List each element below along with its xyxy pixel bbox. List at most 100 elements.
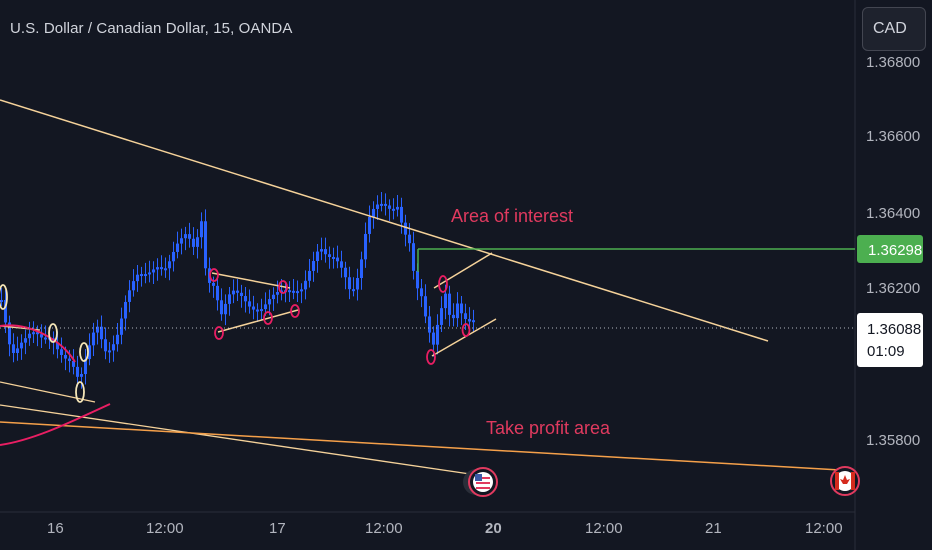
- swing-marker-light[interactable]: [75, 381, 85, 403]
- candle: [108, 350, 111, 353]
- swing-marker-light[interactable]: [0, 284, 8, 310]
- curve-arrow-upper[interactable]: [0, 324, 76, 363]
- level-price-label: 1.36298: [857, 235, 923, 263]
- candle: [412, 243, 415, 271]
- candle: [324, 249, 327, 255]
- candle: [192, 238, 195, 247]
- take-profit-line[interactable]: [0, 421, 841, 471]
- candle: [204, 221, 207, 269]
- candle: [292, 290, 295, 293]
- current-price-label: 1.36088 01:09: [857, 313, 923, 367]
- candle: [288, 290, 291, 293]
- candle: [172, 251, 175, 262]
- swing-marker[interactable]: [438, 275, 448, 293]
- candle: [268, 299, 271, 305]
- time-tick: 12:00: [146, 520, 184, 537]
- candle: [160, 267, 163, 270]
- swing-marker[interactable]: [461, 323, 471, 337]
- candle: [344, 267, 347, 278]
- flag-lower-line[interactable]: [217, 309, 299, 333]
- price-tick: 1.36600: [866, 128, 920, 145]
- time-tick: 12:00: [585, 520, 623, 537]
- candle: [360, 259, 363, 279]
- swing-marker[interactable]: [214, 326, 224, 340]
- wedge-upper-line[interactable]: [433, 252, 493, 289]
- candle-series: [0, 191, 475, 389]
- candle: [308, 270, 311, 281]
- candle: [244, 296, 247, 302]
- wedge-lower-line[interactable]: [431, 318, 497, 357]
- candle: [328, 254, 331, 258]
- candle: [432, 332, 435, 345]
- candle: [44, 337, 47, 340]
- candle: [76, 366, 79, 377]
- area-of-interest-label: Area of interest: [451, 206, 573, 226]
- candle: [388, 205, 391, 209]
- candle: [80, 374, 83, 377]
- candle: [444, 293, 447, 309]
- canada-flag-icon[interactable]: [830, 466, 860, 496]
- main-downtrend-line[interactable]: [0, 99, 769, 342]
- candle: [12, 344, 15, 353]
- time-tick: 12:00: [805, 520, 843, 537]
- time-tick: 17: [269, 520, 286, 537]
- candle: [396, 206, 399, 210]
- candle: [84, 359, 87, 375]
- us-flag-icon[interactable]: [463, 467, 498, 497]
- candle: [464, 313, 467, 320]
- candle: [336, 257, 339, 262]
- candle: [372, 208, 375, 217]
- swing-marker[interactable]: [290, 304, 300, 318]
- candle: [356, 278, 359, 290]
- candle: [68, 358, 71, 361]
- swing-marker[interactable]: [278, 280, 288, 294]
- candle: [224, 303, 227, 315]
- candle: [124, 301, 127, 319]
- candle: [220, 300, 223, 315]
- candle: [364, 233, 367, 260]
- time-tick: 12:00: [365, 520, 403, 537]
- lower-trend-line-2[interactable]: [0, 404, 471, 475]
- price-tick: 1.36400: [866, 205, 920, 222]
- candle: [384, 203, 387, 206]
- flag-upper-line[interactable]: [211, 272, 291, 289]
- curve-arrow-lower[interactable]: [0, 403, 111, 446]
- candle: [232, 290, 235, 295]
- candle: [60, 349, 63, 355]
- price-tick: 1.36200: [866, 280, 920, 297]
- currency-button[interactable]: CAD: [862, 7, 926, 51]
- candle: [140, 274, 143, 277]
- level-price-text: 1.36298: [868, 242, 922, 259]
- candle: [332, 257, 335, 260]
- candle: [348, 277, 351, 290]
- candle: [64, 354, 67, 359]
- candle: [392, 208, 395, 211]
- candle: [24, 338, 27, 343]
- candle: [248, 301, 251, 307]
- candle: [132, 281, 135, 291]
- swing-marker[interactable]: [263, 311, 273, 325]
- candle: [72, 360, 75, 367]
- swing-marker[interactable]: [209, 268, 219, 282]
- candle: [340, 261, 343, 268]
- candle: [168, 261, 171, 269]
- candle: [40, 334, 43, 338]
- time-tick: 16: [47, 520, 64, 537]
- candle: [252, 306, 255, 310]
- swing-marker[interactable]: [426, 349, 436, 365]
- candle: [400, 206, 403, 223]
- candle: [184, 234, 187, 239]
- candle: [212, 282, 215, 286]
- candle: [216, 285, 219, 301]
- candle: [240, 292, 243, 297]
- candle: [32, 332, 35, 335]
- candle: [36, 332, 39, 335]
- candle: [196, 237, 199, 247]
- swing-marker-light[interactable]: [79, 342, 89, 362]
- candle: [300, 289, 303, 292]
- swing-marker-light[interactable]: [48, 323, 58, 343]
- candle: [260, 309, 263, 312]
- lower-trend-line-1[interactable]: [0, 381, 96, 403]
- candle: [448, 293, 451, 315]
